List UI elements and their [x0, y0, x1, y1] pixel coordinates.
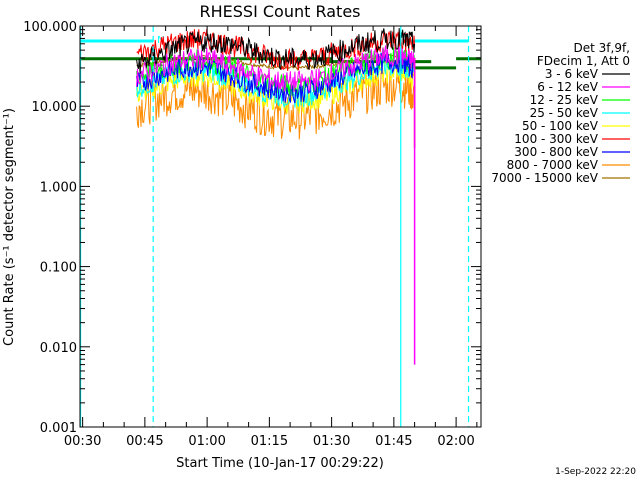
chart-title: RHESSI Count Rates [200, 2, 361, 21]
x-tick-label: 01:45 [375, 434, 412, 449]
x-tick-label: 01:15 [251, 434, 288, 449]
x-axis-label: Start Time (10-Jan-17 00:29:22) [176, 456, 384, 471]
legend-entry: 300 - 800 keV [514, 145, 598, 159]
y-tick-label: 10.000 [32, 100, 78, 115]
y-tick-label: 0.001 [40, 421, 77, 436]
y-tick-label: 0.100 [40, 261, 77, 276]
legend-entry: 50 - 100 keV [522, 119, 599, 133]
y-axis-label: Count Rate (s⁻¹ detector segment⁻¹) [2, 108, 17, 346]
y-tick-label: 1.000 [40, 180, 77, 195]
legend-entry: 3 - 6 keV [545, 67, 599, 81]
y-tick-label: 0.010 [40, 341, 77, 356]
x-tick-label: 00:30 [64, 434, 101, 449]
series-line-7 [136, 66, 416, 140]
x-tick-label: 02:00 [437, 434, 474, 449]
x-tick-label: 00:45 [126, 434, 163, 449]
legend-entry: 800 - 7000 keV [507, 158, 599, 172]
legend-entry: 100 - 300 keV [514, 132, 598, 146]
x-tick-label: 01:30 [313, 434, 350, 449]
plot-frame [79, 25, 482, 428]
legend-entry: 7000 - 15000 keV [491, 171, 598, 185]
legend-header: FDecim 1, Att 0 [537, 54, 630, 68]
x-tick-label: 01:00 [188, 434, 225, 449]
legend-entry: 6 - 12 keV [537, 80, 599, 94]
legend-header: Det 3f,9f, [574, 41, 631, 55]
series-line-6 [136, 51, 415, 104]
series-line-1 [136, 45, 416, 94]
legend-entry: 25 - 50 keV [530, 106, 599, 120]
flag-rdf-label: RDF [145, 61, 166, 72]
date-stamp: 1-Sep-2022 22:20 [555, 467, 636, 477]
series-line-0 [136, 28, 416, 74]
legend-entry: 12 - 25 keV [530, 93, 599, 107]
y-tick-label: 100.000 [23, 20, 77, 35]
